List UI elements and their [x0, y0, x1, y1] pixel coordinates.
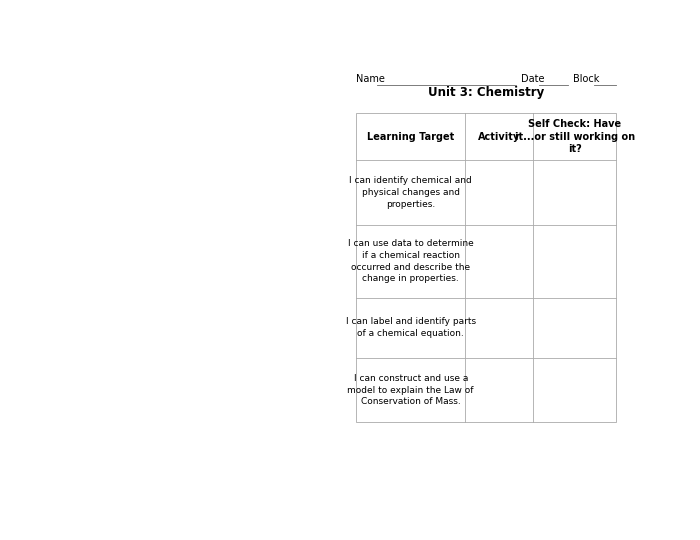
Bar — [356, 113, 617, 422]
Text: Learning Target: Learning Target — [367, 132, 454, 141]
Text: Activity: Activity — [478, 132, 520, 141]
Text: I can construct and use a
model to explain the Law of
Conservation of Mass.: I can construct and use a model to expla… — [347, 374, 474, 407]
Text: I can identify chemical and
physical changes and
properties.: I can identify chemical and physical cha… — [349, 177, 472, 209]
Text: I can label and identify parts
of a chemical equation.: I can label and identify parts of a chem… — [346, 318, 476, 338]
Text: Unit 3: Chemistry: Unit 3: Chemistry — [428, 86, 545, 99]
Text: Block: Block — [573, 73, 599, 84]
Text: Self Check: Have
it...or still working on
it?: Self Check: Have it...or still working o… — [514, 119, 635, 154]
Text: I can use data to determine
if a chemical reaction
occurred and describe the
cha: I can use data to determine if a chemica… — [348, 239, 474, 284]
Text: Name: Name — [356, 73, 385, 84]
Text: Date: Date — [522, 73, 545, 84]
